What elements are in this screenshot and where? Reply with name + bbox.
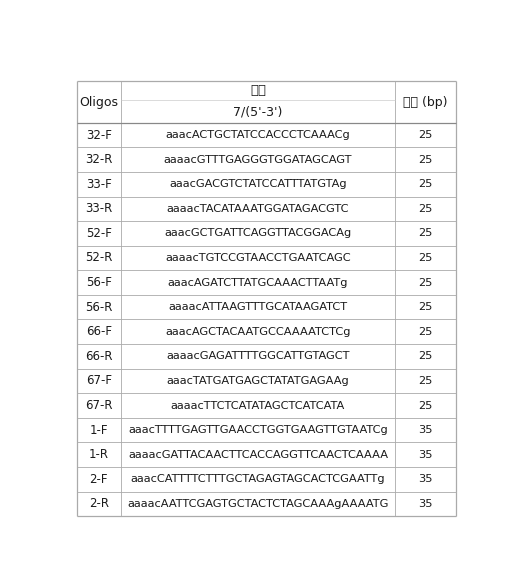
Text: 56-R: 56-R: [85, 301, 112, 314]
Text: 25: 25: [419, 179, 433, 189]
Text: 序列: 序列: [250, 84, 266, 98]
Text: aaacAGATCTTATGCAAACTTAATg: aaacAGATCTTATGCAAACTTAATg: [168, 277, 348, 288]
Text: 25: 25: [419, 253, 433, 263]
Text: aaaacTACATAAATGGATAGACGTC: aaaacTACATAAATGGATAGACGTC: [167, 204, 349, 214]
Text: 25: 25: [419, 277, 433, 288]
Text: 25: 25: [419, 228, 433, 239]
Text: 52-F: 52-F: [86, 227, 112, 240]
Text: 1-F: 1-F: [89, 424, 108, 436]
Text: 67-F: 67-F: [86, 374, 112, 387]
Text: aaaacTTCTCATATAGCTCATCATA: aaaacTTCTCATATAGCTCATCATA: [171, 401, 345, 411]
Text: 2-F: 2-F: [89, 473, 108, 486]
Text: 25: 25: [419, 204, 433, 214]
Text: aaacGCTGATTCAGGTTACGGACAg: aaacGCTGATTCAGGTTACGGACAg: [164, 228, 352, 239]
Text: 52-R: 52-R: [85, 252, 112, 264]
Text: 32-R: 32-R: [85, 153, 112, 166]
Text: 1-R: 1-R: [89, 448, 109, 461]
Text: 33-F: 33-F: [86, 178, 112, 191]
Text: aaacTTTTGAGTTGAACCTGGTGAAGTTGTAATCg: aaacTTTTGAGTTGAACCTGGTGAAGTTGTAATCg: [128, 425, 388, 435]
Text: 35: 35: [419, 425, 433, 435]
Text: aaacCATTTTCTTTGCTAGAGTAGCACTCGAATTg: aaacCATTTTCTTTGCTAGAGTAGCACTCGAATTg: [131, 474, 385, 484]
Text: 35: 35: [419, 450, 433, 460]
Text: aaaacGAGATTTTGGCATTGTAGCT: aaaacGAGATTTTGGCATTGTAGCT: [166, 352, 350, 362]
Text: 25: 25: [419, 352, 433, 362]
Text: aaaacGTTTGAGGGTGGATAGCAGT: aaaacGTTTGAGGGTGGATAGCAGT: [164, 154, 352, 164]
Text: 25: 25: [419, 401, 433, 411]
Text: 32-F: 32-F: [86, 129, 112, 142]
Text: aaaacATTAAGTTTGCATAAGATCT: aaaacATTAAGTTTGCATAAGATCT: [168, 302, 347, 312]
Text: Oligos: Oligos: [80, 95, 119, 109]
Text: 25: 25: [419, 130, 433, 140]
Text: 25: 25: [419, 154, 433, 164]
Text: 35: 35: [419, 474, 433, 484]
Text: aaaacGATTACAACTTCACCAGGTTCAACTCAAAA: aaaacGATTACAACTTCACCAGGTTCAACTCAAAA: [128, 450, 388, 460]
Text: 25: 25: [419, 327, 433, 337]
Text: 66-R: 66-R: [85, 350, 113, 363]
Text: 25: 25: [419, 376, 433, 386]
Text: aaacACTGCTATCCACCCTCAAACg: aaacACTGCTATCCACCCTCAAACg: [165, 130, 350, 140]
Text: aaacAGCTACAATGCCAAAATCTCg: aaacAGCTACAATGCCAAAATCTCg: [165, 327, 350, 337]
Text: 2-R: 2-R: [89, 497, 109, 510]
Text: 67-R: 67-R: [85, 399, 113, 412]
Text: aaaacTGTCCGTAACCTGAATCAGC: aaaacTGTCCGTAACCTGAATCAGC: [165, 253, 351, 263]
Text: 35: 35: [419, 499, 433, 509]
Text: 长度 (bp): 长度 (bp): [404, 95, 448, 109]
Text: 7/(5'-3'): 7/(5'-3'): [233, 105, 283, 118]
Text: aaaacAATTCGAGTGCTACTCTAGCAAAgAAAATG: aaaacAATTCGAGTGCTACTCTAGCAAAgAAAATG: [127, 499, 388, 509]
Text: 33-R: 33-R: [85, 202, 112, 215]
Text: 56-F: 56-F: [86, 276, 112, 289]
Text: aaacGACGTCTATCCATTTATGTAg: aaacGACGTCTATCCATTTATGTAg: [169, 179, 347, 189]
Text: 25: 25: [419, 302, 433, 312]
Text: 66-F: 66-F: [86, 325, 112, 338]
Text: aaacTATGATGAGCTATATGAGAAg: aaacTATGATGAGCTATATGAGAAg: [166, 376, 349, 386]
